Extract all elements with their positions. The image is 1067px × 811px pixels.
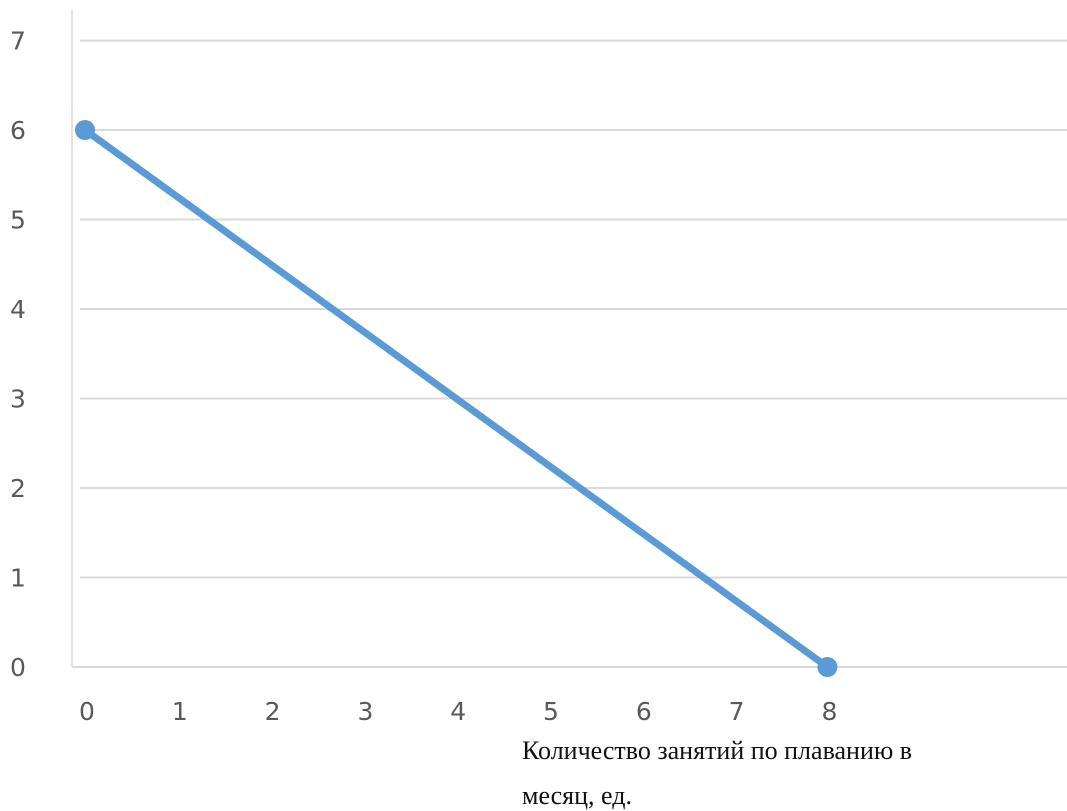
x-tick-label-8: 8 [821, 697, 837, 726]
y-tick-label-7: 7 [10, 27, 26, 56]
gridlines [80, 39, 1067, 579]
y-tick-label-4: 4 [10, 295, 26, 324]
x-axis-title-line-1: Количество занятий по плаванию в [522, 736, 913, 765]
y-tick-label-3: 3 [10, 385, 26, 414]
y-tick-label-0: 0 [10, 653, 26, 682]
x-axis-tick-labels: 0 1 2 3 4 5 6 7 8 [79, 697, 837, 726]
y-tick-label-1: 1 [10, 564, 26, 593]
y-axis-tick-labels: 0 1 2 3 4 5 6 7 [10, 27, 26, 683]
series-0-point-0 [75, 120, 95, 140]
x-axis-title-line-2: месяц, ед. [522, 781, 632, 810]
x-tick-label-3: 3 [357, 697, 373, 726]
x-tick-label-4: 4 [450, 697, 466, 726]
x-tick-label-1: 1 [172, 697, 188, 726]
series-0-point-1 [817, 657, 838, 677]
series-0-line [81, 126, 831, 671]
x-tick-label-7: 7 [729, 697, 745, 726]
y-tick-label-5: 5 [10, 206, 26, 235]
series-layer [75, 120, 838, 677]
x-tick-label-5: 5 [543, 697, 559, 726]
y-tick-label-2: 2 [10, 474, 26, 503]
x-tick-label-6: 6 [636, 697, 652, 726]
x-tick-label-2: 2 [265, 697, 281, 726]
x-tick-label-0: 0 [79, 697, 95, 726]
y-tick-label-6: 6 [10, 116, 26, 145]
